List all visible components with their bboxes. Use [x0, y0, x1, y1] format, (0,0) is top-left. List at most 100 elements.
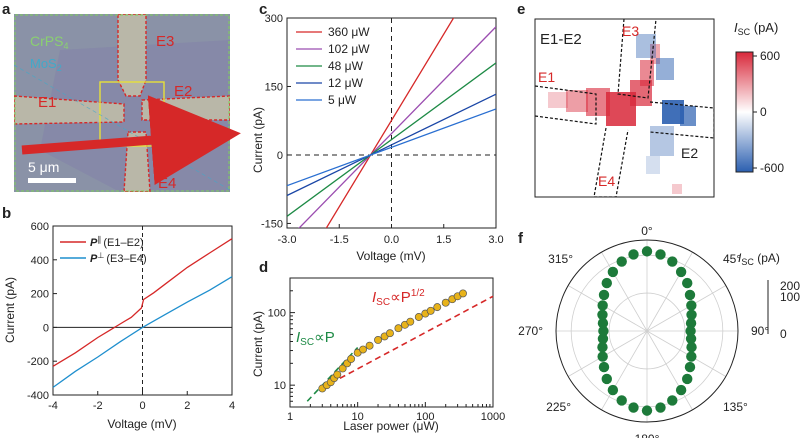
material-2-label: MoS2 [30, 56, 62, 73]
data-point [441, 298, 450, 307]
panel-d-frame [289, 277, 494, 408]
map-e1-label: E1 [538, 69, 555, 85]
angle-label: 270° [518, 324, 543, 338]
series-line-parallel [52, 238, 233, 367]
data-point [338, 364, 347, 373]
panel-c-chart: 360 μW 102 μW 48 μW 12 μW 5 μW -3.0 -1.5 0.0 1.5… [261, 13, 504, 246]
data-point [686, 342, 697, 353]
x-tick-label: -2 [93, 400, 103, 412]
y-tick-label: 150 [265, 81, 283, 93]
angle-label: 315° [548, 252, 573, 266]
legend-parallel: P∥ (E1–E2) [90, 235, 144, 249]
panel-a-label: a [2, 1, 11, 18]
polar-grid-spoke [567, 285, 648, 332]
polar-grid-spoke [646, 330, 693, 411]
panel-d-chart: 1 10 100 1000 10 100 [268, 277, 505, 423]
data-point [684, 361, 696, 373]
legend-entry: 5 μW [328, 93, 357, 107]
x-tick-label: 1.5 [436, 234, 451, 246]
data-point [675, 384, 687, 396]
polar-axis-title: ISC (pA) [738, 251, 780, 267]
polarization-arrow [21, 95, 241, 185]
panel-b-chart: -4 -2 0 2 4 -400 -200 0 200 400 600 [27, 221, 235, 412]
data-point [601, 277, 612, 289]
polar-grid-spoke [601, 330, 648, 411]
data-point [655, 249, 666, 260]
y-tick-label: 200 [31, 289, 49, 301]
x-tick-label: 3.0 [488, 234, 503, 246]
legend-perp: P⊥ (E3–E4) [90, 251, 147, 265]
colorbar-tick: -600 [760, 161, 784, 175]
scalebar [28, 178, 76, 183]
angle-label: 90° [751, 324, 769, 338]
polar-rtick: 0 [780, 327, 787, 341]
data-point [675, 266, 687, 278]
electrode-e1-label: E1 [38, 94, 56, 111]
y-tick-label: 100 [268, 308, 286, 320]
series-line [287, 108, 496, 187]
data-point [597, 318, 609, 329]
data-point [685, 333, 697, 344]
data-point [598, 289, 610, 301]
polarization-label: P [187, 151, 198, 168]
panel-b-ylabel: Current (pA) [3, 277, 17, 343]
colorbar-tick: 0 [760, 105, 767, 119]
panel-f-label: f [518, 230, 524, 247]
y-tick-label: 10 [274, 380, 286, 392]
y-tick-label: 300 [265, 13, 283, 25]
angle-label: 0° [641, 224, 653, 238]
map-e3-label: E3 [622, 23, 639, 39]
polar-frame [555, 239, 739, 423]
angle-label: 135° [723, 400, 748, 414]
data-point [333, 370, 342, 379]
data-point [347, 354, 356, 363]
y-tick-label: 600 [31, 221, 49, 233]
legend-entry: 48 μW [328, 59, 364, 73]
panel-b-xlabel: Voltage (mV) [107, 417, 176, 431]
y-tick-label: -200 [27, 356, 49, 368]
panel-e-frame [534, 18, 715, 198]
panel-e-label: e [517, 1, 525, 18]
legend-entry: 360 μW [328, 25, 370, 39]
angle-label: 225° [546, 400, 571, 414]
data-point [597, 309, 608, 320]
colorbar [735, 51, 754, 173]
x-tick-label: 1000 [481, 411, 505, 423]
fit-high-label: ISC∝P1/2 [372, 288, 425, 308]
data-point [359, 345, 367, 354]
map-e4-label: E4 [598, 173, 615, 189]
material-1-label: CrPS4 [30, 33, 68, 51]
data-point [433, 303, 442, 312]
data-point [616, 256, 627, 267]
angle-label: 180° [635, 432, 660, 438]
x-tick-label: 100 [416, 411, 434, 423]
data-point [374, 335, 382, 344]
data-point [667, 256, 678, 267]
x-tick-label: -1.5 [330, 234, 349, 246]
x-tick-label: 10 [352, 411, 364, 423]
polar-rtick: 200 [780, 279, 800, 293]
data-point [628, 402, 639, 413]
polar-grid-spoke [601, 251, 648, 332]
data-point [598, 325, 609, 337]
data-point [686, 351, 697, 362]
panel-b-legend: P∥ (E1–E2) P⊥ (E3–E4) [60, 235, 147, 265]
x-tick-label: 4 [229, 400, 235, 412]
x-tick-label: 0 [139, 400, 145, 412]
x-tick-label: -3.0 [278, 234, 297, 246]
y-tick-label: 400 [31, 255, 49, 267]
panel-c-ylabel: Current (pA) [251, 107, 265, 173]
angle-label: 45° [723, 252, 741, 266]
data-point [365, 341, 374, 350]
data-point [641, 405, 653, 416]
data-point [628, 249, 639, 260]
data-point [607, 384, 619, 396]
y-tick-label: 0 [277, 150, 283, 162]
polar-grid-spoke [646, 285, 727, 332]
electrode-e4-label: E4 [158, 175, 176, 192]
polar-grid-spoke [646, 330, 727, 377]
data-point [641, 246, 653, 257]
data-point [598, 361, 610, 373]
data-point [667, 395, 678, 406]
data-point [597, 300, 608, 311]
